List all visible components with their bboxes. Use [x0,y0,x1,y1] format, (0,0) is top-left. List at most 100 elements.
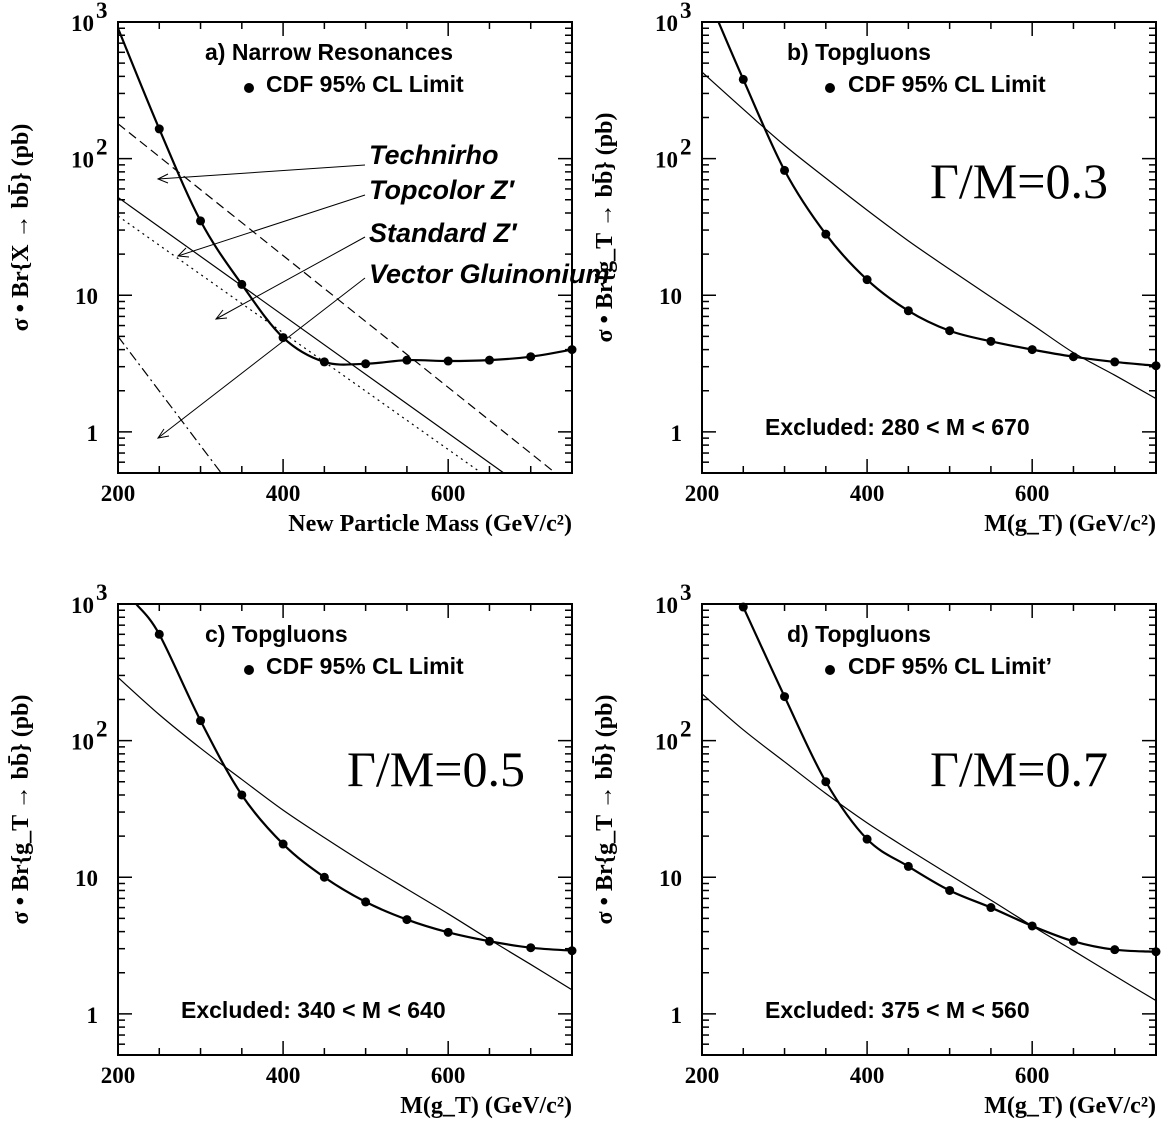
panel-c-excluded: Excluded: 340 < M < 640 [181,997,446,1023]
panel-d-frame [701,603,1157,1056]
panel-a-ytick-label: 10 [71,148,94,173]
panel-c-limit-point [278,839,288,849]
panel-c-ytick-label: 10 [71,593,94,618]
panel-d-limit-point [903,861,913,871]
panel-a-ytick-label: 1 [87,421,99,446]
panel-b-ytick-label: 10 [655,148,678,173]
panel-d-limit-point [945,885,955,895]
panel-c-xtick-label: 400 [266,1063,301,1088]
panel-a-arrow-standard [215,236,366,320]
panel-d-excluded: Excluded: 375 < M < 560 [765,997,1030,1023]
panel-b-ytick-exponent: 3 [680,0,692,23]
panel-b-frame [701,21,1157,474]
panel-a-limit-point [154,124,164,134]
panel-a-label-technirho: Technirho [369,140,499,170]
panel-a-legend-marker [244,83,254,93]
panel-d-title: d) Topgluons [787,621,931,647]
panel-c-legend-marker [244,665,254,675]
panel-a-arrow-technirho [157,164,366,180]
panel-b-excluded: Excluded: 280 < M < 670 [765,414,1030,440]
panel-d-ytick-label: 10 [655,730,678,755]
panel-d-limit-point [1068,936,1078,946]
panel-c-legend: CDF 95% CL Limit [266,653,464,679]
panel-a-limit-point [319,357,329,367]
panel-a-ylabel: σ • Br{X → bb̄} (pb) [8,124,34,332]
panel-b-limit-point [738,74,748,84]
panel-a-arrow-vector [157,277,366,439]
panel-b-ytick-exponent: 2 [680,135,692,160]
panel-a-limit-point [402,355,412,365]
panel-d-xtick-label: 600 [1015,1063,1050,1088]
panel-b-ylabel: σ • Br{g_T → bb̄} (pb) [592,113,618,343]
panel-d-limit-point [1027,921,1037,931]
panel-d-limit-point [738,602,748,612]
panel-a-limit-point [443,356,453,366]
panel-a-label-topcolor: Topcolor Z′ [369,175,515,205]
panel-d-xtick-label: 400 [850,1063,885,1088]
panel-b-limit-point [1027,345,1037,355]
panel-c-title: c) Topgluons [205,621,348,647]
panel-b-limit-point [903,306,913,316]
panel-b-xtick-label: 600 [1015,481,1050,506]
panel-a-limit-point [567,345,577,355]
panel-d-xtick-label: 200 [685,1063,720,1088]
panel-d-limit-point [821,777,831,787]
panel-c-frame [117,603,573,1056]
panel-b-theory-solid-0 [702,71,1156,400]
panel-c-xlabel: M(g_T) (GeV/c²) [400,1093,572,1119]
panel-b-limit-point [986,336,996,346]
panel-d-legend-marker [825,665,835,675]
panel-b-ratio: Γ/M=0.3 [930,153,1108,209]
panel-c-limit-point [443,927,453,937]
panel-b-xlabel: M(g_T) (GeV/c²) [984,511,1156,537]
panel-a-ytick-exponent: 2 [96,135,108,160]
panel-d-ratio: Γ/M=0.7 [930,741,1108,797]
panel-a-xtick-label: 600 [431,481,466,506]
panel-b-xtick-label: 200 [685,481,720,506]
panel-a-ytick-label: 10 [71,11,94,36]
panel-a-frame [117,21,573,474]
panel-c-ratio: Γ/M=0.5 [347,741,525,797]
panel-b-limit-point [862,275,872,285]
panel-b-ytick-label: 1 [671,421,683,446]
panel-c-ytick-exponent: 3 [96,580,108,605]
panel-b-ytick-label: 10 [655,11,678,36]
panel-d-limit-point [1151,947,1161,957]
panel-b-xtick-label: 400 [850,481,885,506]
panel-c-ylabel: σ • Br{g_T → bb̄} (pb) [8,695,34,925]
panel-d-theory-solid-0 [702,693,1156,1002]
panel-a-limit-point [196,216,206,226]
panel-c-limit-point [484,936,494,946]
panel-b-limit-point [945,326,955,336]
panel-d-xlabel: M(g_T) (GeV/c²) [984,1093,1156,1119]
panel-b-limit-point [780,165,790,175]
panel-d-ytick-label: 1 [671,1003,683,1028]
panel-a-theory-dashed-0 [118,123,557,473]
panel-a-title: a) Narrow Resonances [205,39,453,65]
panel-d-ytick-label: 10 [655,593,678,618]
panel-a-limit-point [484,355,494,365]
panel-c-ytick-label: 10 [71,730,94,755]
panel-b-limit-point [821,229,831,239]
panel-a-arrowhead-vector [156,428,170,439]
panel-a-limit-point [237,279,247,289]
panel-a-xtick-label: 400 [266,481,301,506]
panel-a-arrowhead-technirho [156,173,169,184]
panel-b-limit-point [1068,352,1078,362]
panel-a-legend: CDF 95% CL Limit [266,71,464,97]
panel-a-theory-solid-1 [118,196,505,473]
panel-a-limit-point [361,359,371,369]
panel-d-limit-point [986,903,996,913]
panel-c-limit-point [154,629,164,639]
panel-b-ytick-label: 10 [659,284,682,309]
panel-a-xtick-label: 200 [101,481,136,506]
panel-a-arrowhead-topcolor [176,247,190,258]
panel-b-legend: CDF 95% CL Limit [848,71,1046,97]
panel-b-legend-marker [825,83,835,93]
